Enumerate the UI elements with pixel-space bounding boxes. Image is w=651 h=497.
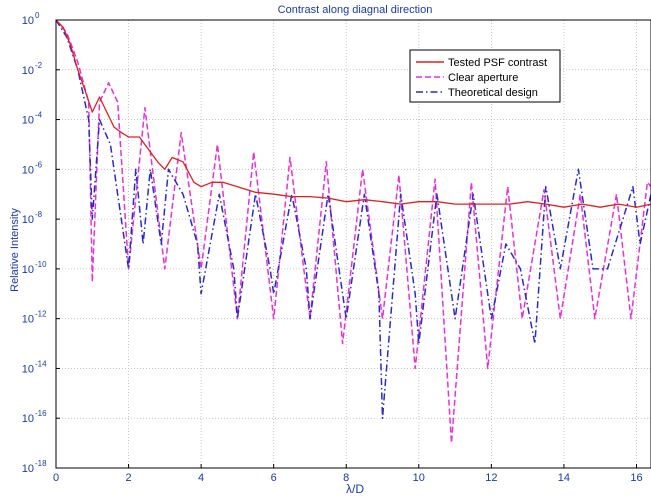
y-tick-base: 10 (22, 115, 34, 127)
y-tick-label: 10 -14 (22, 359, 47, 375)
y-tick-base: 10 (22, 214, 34, 226)
x-tick-label: 10 (413, 472, 425, 484)
y-tick-base: 10 (22, 65, 34, 77)
x-tick-label: 14 (558, 472, 570, 484)
y-tick-exponent: -2 (35, 61, 43, 70)
y-tick-label: 10 -2 (22, 61, 43, 77)
y-tick-exponent: -12 (35, 310, 47, 319)
y-tick-label: 10 -16 (22, 409, 47, 425)
y-tick-label: 10 -10 (22, 260, 47, 276)
series-lines (55, 19, 651, 444)
x-tick-label: 4 (198, 472, 204, 484)
y-tick-base: 10 (22, 463, 34, 475)
y-tick-base: 10 (22, 15, 34, 27)
grid-lines (56, 20, 651, 468)
series-line-clear-aperture (55, 19, 651, 444)
y-tick-exponent: -16 (35, 409, 47, 418)
y-tick-exponent: 0 (35, 11, 40, 20)
series-line-tested-psf-contrast (55, 19, 651, 208)
chart-title: Contrast along diagnal direction (278, 4, 433, 16)
x-tick-label: 0 (53, 472, 59, 484)
x-tick-label: 12 (485, 472, 497, 484)
legend-label: Theoretical design (448, 87, 538, 99)
legend-entry: Theoretical design (416, 87, 538, 99)
y-tick-label: 10 -8 (22, 210, 43, 226)
y-tick-exponent: -10 (35, 260, 47, 269)
y-axis-label: Relative Intensity (9, 208, 21, 292)
legend-label: Tested PSF contrast (448, 57, 547, 69)
series-line-theoretical-design (55, 19, 651, 419)
x-axis-label: λ/D (346, 482, 364, 496)
y-tick-exponent: -18 (35, 459, 47, 468)
legend-entry: Clear aperture (416, 72, 518, 84)
legend: Tested PSF contrast Clear aperture Theoret… (409, 49, 561, 103)
y-tick-label: 10 0 (22, 11, 40, 27)
x-tick-label: 2 (125, 472, 131, 484)
y-tick-base: 10 (22, 413, 34, 425)
legend-label: Clear aperture (448, 72, 518, 84)
x-tick-label: 8 (343, 472, 349, 484)
y-tick-label: 10 -12 (22, 310, 47, 326)
y-tick-exponent: -8 (35, 210, 43, 219)
y-tick-base: 10 (22, 314, 34, 326)
y-tick-exponent: -14 (35, 359, 47, 368)
legend-box (409, 49, 561, 103)
y-tick-exponent: -6 (35, 160, 43, 169)
y-tick-label: 10 -18 (22, 459, 47, 475)
x-tick-label: 6 (271, 472, 277, 484)
y-tick-label: 10 -6 (22, 160, 43, 176)
y-tick-exponent: -4 (35, 111, 43, 120)
y-tick-label: 10 -4 (22, 111, 43, 127)
y-tick-base: 10 (22, 363, 34, 375)
plot-frame (55, 19, 651, 469)
y-tick-base: 10 (22, 164, 34, 176)
x-tick-label: 16 (630, 472, 642, 484)
legend-entry: Tested PSF contrast (416, 57, 547, 69)
y-tick-base: 10 (22, 264, 34, 276)
